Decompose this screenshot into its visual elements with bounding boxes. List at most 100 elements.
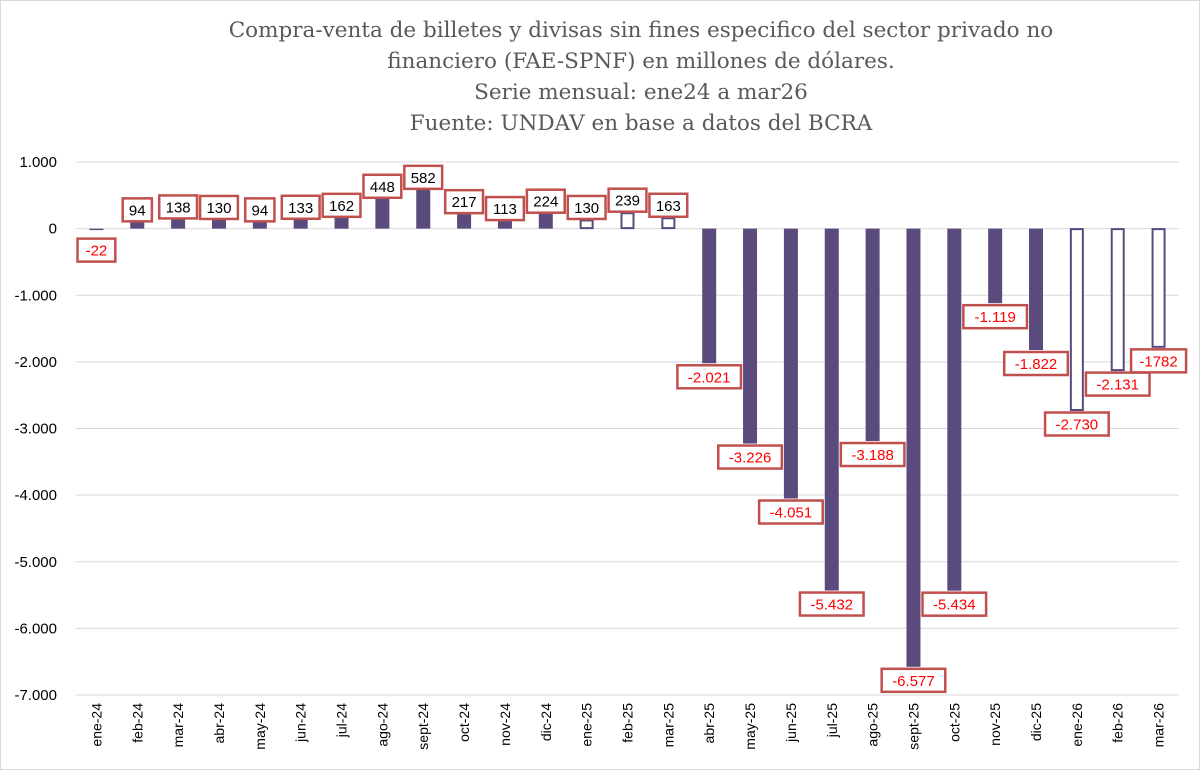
x-tick-label: sept-25 [905, 703, 921, 750]
y-tick-label: -5.000 [14, 554, 57, 571]
bar [130, 222, 145, 229]
bar [1151, 228, 1166, 348]
y-tick-label: -7.000 [14, 687, 57, 704]
chart-title-line-1: Compra-venta de billetes y divisas sin f… [228, 18, 1054, 43]
bar [865, 228, 880, 442]
data-label-box [1002, 350, 1070, 377]
bar [171, 219, 186, 229]
x-tick-label: mar-26 [1151, 703, 1167, 748]
data-label: -2.131 [1096, 377, 1139, 394]
x-tick-label: jul-25 [824, 703, 840, 738]
data-label-box [1129, 348, 1188, 374]
chart-title-line-4: Fuente: UNDAV en base a datos del BCRA [409, 111, 873, 136]
x-tick-label: oct-24 [456, 703, 472, 742]
data-label: 217 [452, 194, 477, 211]
chart-title-line-2: financiero (FAE-SPNF) en millones de dól… [387, 49, 895, 74]
x-tick-label: nov-25 [987, 703, 1003, 746]
data-label-box [198, 194, 240, 221]
y-tick-label: -1.000 [14, 287, 57, 304]
x-axis-tick-labels: ene-24 feb-24 mar-24 abr-24 may-24 jun-24 jul-… [88, 703, 1166, 750]
y-tick-label: -2.000 [14, 354, 57, 371]
x-tick-label: feb-26 [1110, 703, 1126, 743]
data-label-box [607, 187, 648, 213]
data-label-box [798, 591, 865, 617]
bar [375, 198, 390, 229]
bar [416, 189, 431, 229]
bar [89, 228, 104, 231]
data-label-box [566, 194, 607, 221]
y-tick-label: 1.000 [19, 154, 57, 171]
x-tick-label: abr-24 [211, 703, 227, 744]
x-tick-label: dic-24 [538, 703, 554, 741]
chart-title: Compra-venta de billetes y divisas sin f… [141, 15, 1141, 139]
bar [824, 228, 839, 591]
x-tick-label: abr-25 [701, 703, 717, 744]
bar [334, 217, 349, 229]
data-label: -1.822 [1015, 356, 1058, 373]
data-label: 448 [370, 179, 395, 196]
data-label-box [484, 195, 526, 222]
data-label: 113 [493, 201, 517, 218]
data-label-box [157, 194, 199, 220]
y-tick-label: -6.000 [14, 620, 57, 637]
data-label-box [757, 499, 824, 525]
bar [497, 221, 512, 229]
data-label: 582 [411, 170, 436, 187]
data-label: -2.730 [1056, 417, 1099, 434]
bar [702, 228, 717, 364]
x-tick-label: jun-24 [293, 703, 309, 743]
data-label-box [280, 194, 321, 221]
bar [906, 228, 921, 667]
data-label: 130 [206, 200, 231, 217]
x-tick-label: may-24 [252, 703, 268, 750]
x-tick-label: jun-25 [783, 703, 799, 743]
data-label-box [648, 192, 689, 219]
data-label: 224 [533, 194, 558, 211]
bar [1029, 228, 1044, 351]
data-label: 94 [251, 202, 268, 219]
bar [661, 217, 676, 230]
data-label: -1782 [1139, 353, 1177, 370]
bars [89, 189, 1166, 667]
data-label: 239 [615, 193, 640, 210]
data-label: -6.577 [892, 673, 935, 690]
bar [538, 213, 553, 229]
gridlines [76, 161, 1179, 696]
x-tick-label: oct-25 [946, 703, 962, 742]
x-tick-label: ene-25 [579, 703, 595, 747]
x-tick-label: may-25 [742, 703, 758, 750]
x-tick-label: dic-25 [1028, 703, 1044, 741]
data-label: -22 [86, 243, 108, 260]
data-label-box [243, 197, 276, 223]
data-label-box [1084, 371, 1151, 397]
data-label: -3.188 [851, 447, 894, 464]
x-tick-label: mar-25 [660, 703, 676, 748]
bar [1069, 228, 1084, 412]
bar [783, 228, 798, 499]
data-label-box [76, 237, 117, 263]
x-tick-label: jul-24 [334, 703, 350, 738]
bar [211, 219, 226, 229]
x-tick-label: feb-24 [129, 703, 145, 743]
bar [457, 214, 472, 229]
x-tick-label: ago-24 [374, 703, 390, 747]
x-tick-label: nov-24 [497, 703, 513, 746]
data-label-box [121, 197, 154, 223]
data-label-box [880, 667, 947, 694]
data-label-box [443, 188, 485, 215]
data-label: 133 [288, 200, 313, 217]
y-tick-label: 0 [49, 221, 57, 238]
data-labels: -22 94 138 130 94 133 162 448 582 217 113 224 130 239… [76, 164, 1188, 694]
data-label: 163 [656, 198, 681, 215]
y-axis-tick-labels: 1.000 0 -1.000 -2.000 -3.000 -4.000 -5.000 -6.0… [14, 154, 57, 704]
data-label: -3.226 [729, 450, 772, 467]
bar [620, 212, 635, 230]
data-label-box [1043, 411, 1110, 437]
data-label-box [525, 188, 566, 214]
data-label: 130 [574, 200, 599, 217]
bar [743, 228, 758, 444]
data-label-box [676, 364, 743, 390]
x-tick-label: ene-24 [88, 703, 104, 747]
x-tick-label: mar-24 [170, 703, 186, 748]
